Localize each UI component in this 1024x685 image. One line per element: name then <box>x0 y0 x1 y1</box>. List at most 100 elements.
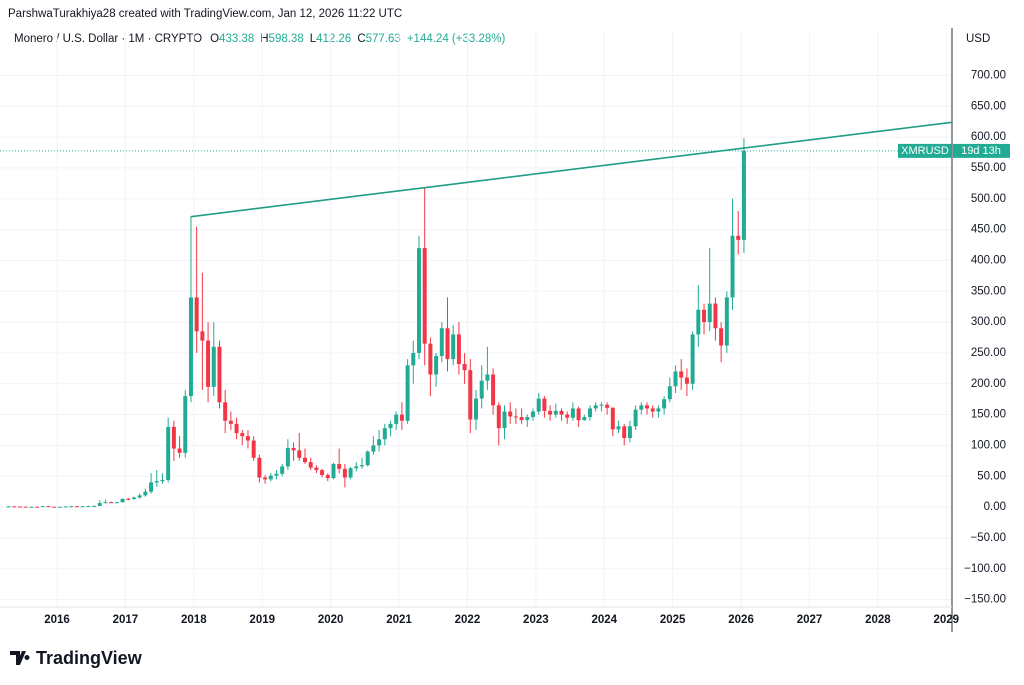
candle-body <box>52 506 57 508</box>
candle-body <box>741 150 746 240</box>
x-tick-label: 2028 <box>865 614 891 626</box>
y-tick-label: 350.00 <box>971 285 1006 297</box>
candle-body <box>160 479 165 482</box>
quote-value: 577.63 <box>366 33 401 45</box>
candle-body <box>531 411 536 418</box>
candle-body <box>662 399 667 409</box>
candle-body <box>445 328 450 360</box>
candle-body <box>582 417 587 421</box>
candle-body <box>109 502 114 504</box>
candle-body <box>479 380 484 399</box>
candle-body <box>405 365 410 421</box>
candle-body <box>69 506 74 508</box>
candle-body <box>302 457 307 463</box>
candle-body <box>137 495 142 498</box>
candle-body <box>251 440 256 458</box>
candle-body <box>337 463 342 469</box>
candle-body <box>320 470 325 476</box>
candle-body <box>171 426 176 449</box>
candle-body <box>97 503 102 506</box>
candle-body <box>542 398 547 411</box>
candle-body <box>149 482 154 492</box>
candle-body <box>228 420 233 424</box>
candle-body <box>325 475 330 479</box>
candle-body <box>342 468 347 478</box>
x-tick-label: 2023 <box>523 614 549 626</box>
candle-body <box>525 417 530 421</box>
candle-body <box>143 491 148 496</box>
candle-body <box>217 346 222 403</box>
y-tick-label: 600.00 <box>971 131 1006 143</box>
candle-body <box>491 374 496 406</box>
candle-body <box>474 398 478 420</box>
x-tick-label: 2016 <box>44 614 70 626</box>
x-tick-label: 2018 <box>181 614 207 626</box>
x-tick-label: 2024 <box>591 614 617 626</box>
symbol-tag-bg <box>898 143 952 158</box>
candle-body <box>422 248 427 344</box>
candle-body <box>610 407 615 430</box>
quote-value: 598.38 <box>269 33 304 45</box>
x-tick-label: 2017 <box>113 614 139 626</box>
y-tick-label: 50.00 <box>977 470 1006 482</box>
y-tick-label: 150.00 <box>971 409 1006 421</box>
candle-body <box>416 248 421 353</box>
candle-body <box>35 506 40 508</box>
candle-body <box>120 498 125 503</box>
candle-body <box>411 352 416 366</box>
candle-body <box>223 402 228 421</box>
candle-body <box>354 466 359 469</box>
candle-body <box>240 433 245 437</box>
candle-body <box>200 331 205 341</box>
candle-body <box>456 334 461 365</box>
y-tick-label: −100.00 <box>964 563 1006 575</box>
candle-body <box>650 408 655 412</box>
candle-body <box>713 303 718 329</box>
candle-body <box>394 414 399 424</box>
candle-body <box>63 506 68 508</box>
candle-body <box>23 506 28 508</box>
candle-body <box>183 396 188 453</box>
y-tick-label: 100.00 <box>971 439 1006 451</box>
y-tick-label: −150.00 <box>964 594 1006 606</box>
candle-body <box>451 334 456 360</box>
quote-value: 412.26 <box>316 33 351 45</box>
candle-body <box>633 409 638 427</box>
candle-body <box>166 426 171 480</box>
candle-body <box>80 506 85 508</box>
candle-body <box>74 506 79 508</box>
candle-body <box>548 410 553 415</box>
candle-body <box>177 448 182 453</box>
y-tick-label: 500.00 <box>971 193 1006 205</box>
candle-body <box>673 371 678 387</box>
candle-body <box>371 445 376 452</box>
x-tick-label: 2022 <box>455 614 481 626</box>
candle-body <box>667 386 672 400</box>
chart-title: Monero / U.S. Dollar · 1M · CRYPTO <box>14 33 202 45</box>
candle-body <box>194 297 199 332</box>
candle-body <box>690 334 695 384</box>
y-tick-label: 250.00 <box>971 347 1006 359</box>
candle-body <box>559 410 564 415</box>
candle-body <box>365 451 370 466</box>
candle-body <box>639 405 644 410</box>
quote-key: C <box>357 33 365 45</box>
candle-body <box>719 328 724 346</box>
candle-body <box>616 426 621 430</box>
y-tick-label: 0.00 <box>984 501 1006 513</box>
x-tick-label: 2019 <box>249 614 275 626</box>
candle-body <box>285 447 290 467</box>
candle-body <box>656 408 661 412</box>
quote-key: O <box>210 33 219 45</box>
candle-body <box>536 398 541 412</box>
y-tick-label: 550.00 <box>971 162 1006 174</box>
candle-body <box>736 235 741 240</box>
candle-body <box>462 364 467 371</box>
candle-body <box>428 343 433 375</box>
x-tick-label: 2020 <box>318 614 344 626</box>
candle-body <box>86 505 91 507</box>
candle-body <box>434 356 439 375</box>
candle-body <box>188 297 193 397</box>
candle-body <box>565 414 570 418</box>
candle-body <box>257 457 262 478</box>
